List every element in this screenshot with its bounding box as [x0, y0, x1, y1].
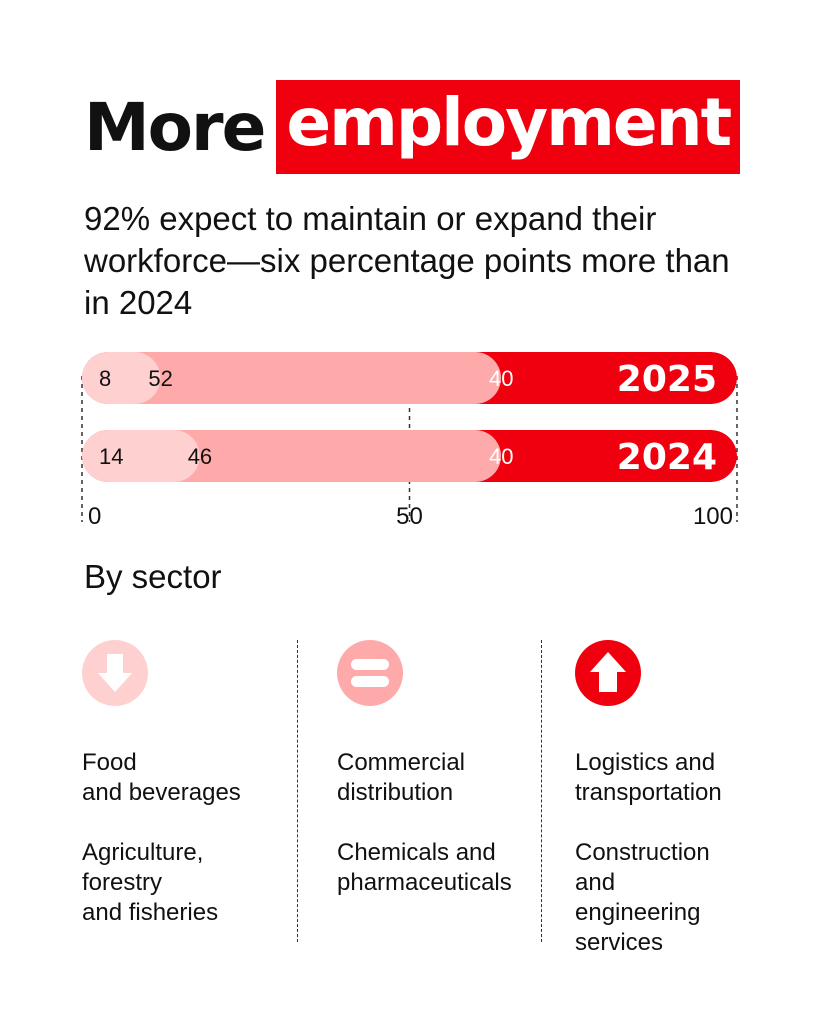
page-title: More employment: [84, 80, 741, 174]
data-label: 8: [99, 366, 111, 391]
sector-heading: By sector: [84, 558, 222, 595]
tick-label: 0: [88, 503, 101, 530]
bar-row-2024: [82, 430, 737, 482]
sector-name: Logistics and transportation: [575, 749, 722, 806]
tick-label: 100: [693, 503, 733, 530]
title-part-1: More: [84, 88, 266, 166]
subtitle: 92% expect to maintain or expand their w…: [84, 200, 730, 321]
data-label: 14: [99, 444, 123, 469]
sector-name: Agriculture, forestry and fisheries: [82, 839, 219, 926]
sector-name: Chemicals and pharmaceuticals: [337, 839, 512, 896]
equals-icon: [337, 640, 403, 706]
stacked-bar-chart: 8 52 40 2025 14 46 40 2024 0 50 100: [81, 352, 738, 530]
category-label: 2025: [617, 359, 717, 400]
bar-row-2025: [82, 352, 737, 404]
data-label: 52: [148, 366, 172, 391]
sector-name: Construction and engineering services: [575, 839, 710, 956]
sector-column-expand: Logistics and transportation Constructio…: [575, 640, 805, 988]
column-divider: [541, 640, 542, 942]
sector-name: Commercial distribution: [337, 749, 466, 806]
data-label: 46: [188, 444, 212, 469]
up-arrow-icon: [575, 640, 641, 706]
bar-segment: [82, 430, 200, 482]
bar-segment: [82, 352, 501, 404]
down-arrow-icon: [82, 640, 148, 706]
bar-segment: [82, 352, 161, 404]
data-label: 40: [489, 366, 513, 391]
title-part-2-highlight: employment: [276, 80, 741, 174]
sector-column-decrease: Food and beverages Agriculture, forestry…: [82, 640, 312, 958]
tick-label: 50: [396, 503, 423, 530]
sector-column-maintain: Commercial distribution Chemicals and ph…: [337, 640, 567, 928]
column-divider: [297, 640, 298, 942]
category-label: 2024: [617, 437, 717, 478]
sector-name: Food and beverages: [82, 749, 241, 806]
data-label: 40: [489, 444, 513, 469]
